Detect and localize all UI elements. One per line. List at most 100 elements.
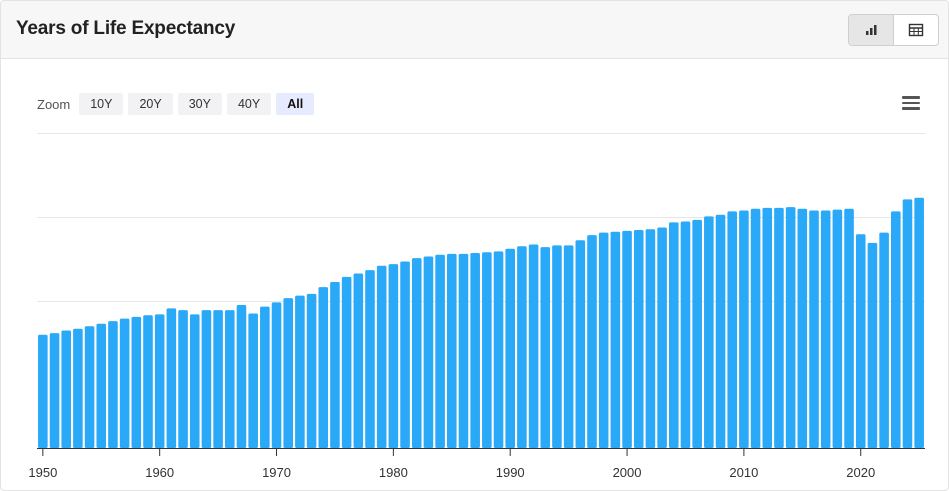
- bar-1997[interactable]: [587, 235, 597, 448]
- bar-2012[interactable]: [762, 207, 773, 448]
- bar-1966[interactable]: [225, 310, 235, 448]
- zoom-20y-button[interactable]: 20Y: [128, 93, 173, 115]
- bar-1999[interactable]: [610, 231, 621, 448]
- bar-1983[interactable]: [423, 256, 434, 448]
- table-icon: [908, 23, 924, 37]
- bar-1955[interactable]: [96, 323, 107, 448]
- bar-1975[interactable]: [330, 281, 340, 448]
- bar-1991[interactable]: [517, 246, 527, 448]
- bar-1951[interactable]: [49, 333, 60, 448]
- bar-2020[interactable]: [855, 234, 866, 448]
- bar-2011[interactable]: [750, 208, 761, 448]
- bar-1978[interactable]: [365, 270, 375, 448]
- bar-1962[interactable]: [178, 310, 188, 448]
- bar-1992[interactable]: [528, 244, 539, 448]
- x-tick-label-1980: 1980: [379, 465, 408, 480]
- bar-1970[interactable]: [271, 302, 282, 448]
- bar-2015[interactable]: [797, 208, 808, 448]
- bar-1964[interactable]: [201, 310, 212, 448]
- x-tick-label-1960: 1960: [145, 465, 174, 480]
- bar-1950[interactable]: [38, 334, 48, 448]
- bar-1976[interactable]: [341, 276, 352, 448]
- chart-view-button[interactable]: [849, 15, 893, 45]
- bar-1971[interactable]: [283, 298, 293, 448]
- bar-2014[interactable]: [785, 207, 796, 448]
- bar-2024[interactable]: [902, 199, 913, 448]
- bar-1958[interactable]: [131, 316, 142, 448]
- card-header: Years of Life Expectancy: [1, 1, 948, 59]
- bar-1987[interactable]: [470, 253, 480, 448]
- bar-1994[interactable]: [552, 245, 562, 448]
- chart-title: Years of Life Expectancy: [16, 18, 236, 39]
- bar-1967[interactable]: [236, 304, 247, 448]
- x-tick-label-1950: 1950: [28, 465, 57, 480]
- zoom-controls: Zoom 10Y 20Y 30Y 40Y All: [37, 93, 315, 115]
- bar-2000[interactable]: [622, 230, 632, 448]
- x-tick-label-2010: 2010: [729, 465, 758, 480]
- zoom-40y-button[interactable]: 40Y: [226, 93, 272, 115]
- bar-1998[interactable]: [598, 232, 609, 448]
- bar-1986[interactable]: [458, 253, 469, 448]
- bar-2003[interactable]: [657, 227, 667, 449]
- bar-2025[interactable]: [914, 197, 924, 448]
- bar-2001[interactable]: [633, 230, 644, 448]
- bar-2006[interactable]: [692, 219, 702, 448]
- bar-1973[interactable]: [306, 293, 317, 448]
- bar-1956[interactable]: [108, 321, 118, 448]
- table-view-button[interactable]: [893, 15, 938, 45]
- bar-2005[interactable]: [680, 221, 691, 448]
- bar-2004[interactable]: [669, 222, 679, 448]
- bar-2023[interactable]: [891, 211, 901, 448]
- bar-2016[interactable]: [809, 210, 819, 448]
- bar-1977[interactable]: [353, 273, 364, 448]
- bar-1993[interactable]: [540, 247, 551, 448]
- bar-1963[interactable]: [189, 314, 200, 448]
- bar-1953[interactable]: [73, 328, 83, 448]
- bar-1985[interactable]: [447, 253, 457, 448]
- bar-2018[interactable]: [832, 209, 843, 448]
- bar-2017[interactable]: [820, 210, 831, 448]
- bar-1974[interactable]: [318, 287, 329, 448]
- bar-1968[interactable]: [248, 313, 258, 448]
- bar-2021[interactable]: [867, 242, 878, 448]
- bar-1961[interactable]: [166, 308, 177, 448]
- bar-2002[interactable]: [645, 229, 656, 448]
- x-tick-label-1970: 1970: [262, 465, 291, 480]
- x-tick-label-2020: 2020: [846, 465, 875, 480]
- bar-1990[interactable]: [505, 248, 515, 448]
- bar-1954[interactable]: [84, 326, 95, 448]
- bar-1982[interactable]: [411, 258, 422, 448]
- bar-1972[interactable]: [295, 295, 305, 448]
- bar-1979[interactable]: [376, 265, 387, 448]
- zoom-all-button[interactable]: All: [276, 93, 315, 115]
- bar-chart-icon: [866, 25, 877, 35]
- bar-2009[interactable]: [727, 211, 737, 448]
- zoom-10y-button[interactable]: 10Y: [79, 93, 124, 115]
- bar-1957[interactable]: [119, 318, 130, 448]
- bar-2008[interactable]: [715, 214, 726, 448]
- bar-2019[interactable]: [844, 208, 854, 448]
- view-toggle: [848, 14, 939, 46]
- bar-2022[interactable]: [879, 232, 889, 448]
- bar-1995[interactable]: [563, 245, 574, 448]
- bar-1980[interactable]: [388, 264, 399, 448]
- hamburger-menu-icon[interactable]: [902, 96, 920, 110]
- bar-1989[interactable]: [493, 251, 504, 448]
- bar-1984[interactable]: [435, 254, 445, 448]
- bar-2013[interactable]: [774, 207, 784, 448]
- bar-1988[interactable]: [482, 252, 492, 448]
- bar-2007[interactable]: [704, 216, 714, 448]
- bar-2010[interactable]: [739, 210, 749, 448]
- bar-1959[interactable]: [143, 315, 153, 448]
- bar-1960[interactable]: [154, 314, 165, 448]
- bar-1969[interactable]: [260, 306, 270, 448]
- bar-1996[interactable]: [575, 240, 586, 448]
- bar-1965[interactable]: [213, 310, 223, 448]
- bar-1952[interactable]: [61, 330, 71, 448]
- zoom-label: Zoom: [37, 96, 71, 112]
- zoom-30y-button[interactable]: 30Y: [177, 93, 222, 115]
- bar-1981[interactable]: [400, 261, 410, 448]
- x-tick-label-1990: 1990: [496, 465, 525, 480]
